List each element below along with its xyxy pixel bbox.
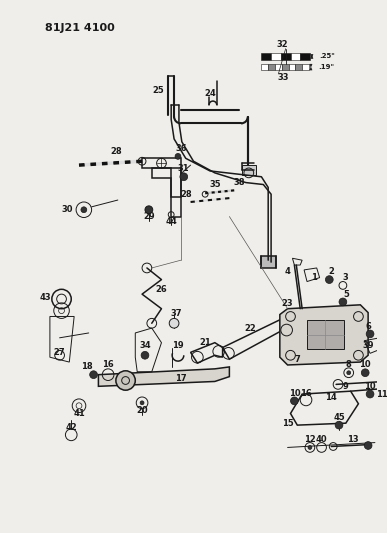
Text: 43: 43 (39, 293, 51, 302)
Text: 13: 13 (347, 435, 358, 444)
Text: 16: 16 (102, 360, 114, 369)
Circle shape (308, 446, 312, 449)
Bar (282, 64, 289, 70)
Text: 10: 10 (364, 382, 376, 391)
Text: 14: 14 (325, 393, 337, 402)
Text: 1: 1 (311, 273, 317, 282)
Text: 31: 31 (178, 165, 190, 174)
Text: 28: 28 (110, 147, 122, 156)
Text: 6: 6 (365, 322, 371, 330)
Text: 36: 36 (175, 144, 187, 153)
Text: 20: 20 (136, 406, 148, 415)
Text: 16: 16 (300, 389, 312, 398)
Circle shape (180, 173, 188, 181)
Circle shape (169, 318, 179, 328)
Circle shape (366, 330, 374, 338)
Bar (281, 53, 291, 60)
Circle shape (291, 397, 298, 405)
Bar (261, 64, 268, 70)
Text: 30: 30 (62, 205, 73, 214)
Text: 23: 23 (282, 300, 293, 309)
Text: 37: 37 (170, 309, 182, 318)
Text: 42: 42 (65, 423, 77, 432)
Circle shape (90, 371, 98, 378)
Bar (300, 53, 310, 60)
Text: 25: 25 (153, 86, 164, 95)
Circle shape (175, 154, 181, 159)
Text: 24: 24 (204, 89, 216, 98)
Circle shape (335, 421, 343, 429)
Circle shape (339, 298, 347, 306)
Polygon shape (98, 367, 229, 386)
Bar (291, 53, 300, 60)
Text: 2: 2 (328, 268, 334, 276)
Text: 44: 44 (165, 217, 177, 226)
Text: 9: 9 (343, 382, 349, 391)
Text: 4: 4 (285, 268, 291, 276)
Text: 10: 10 (289, 389, 300, 398)
Bar (275, 64, 282, 70)
Circle shape (361, 369, 369, 377)
Text: 29: 29 (143, 212, 155, 221)
Circle shape (116, 371, 135, 390)
Text: 39: 39 (362, 341, 374, 350)
Circle shape (81, 207, 87, 213)
Text: 7: 7 (295, 354, 300, 364)
Bar (289, 64, 295, 70)
Text: 3: 3 (343, 273, 349, 282)
Text: 12: 12 (304, 435, 316, 444)
Text: 40: 40 (316, 435, 327, 444)
Text: 5: 5 (343, 289, 349, 298)
Polygon shape (280, 305, 368, 365)
Text: 17: 17 (175, 374, 187, 383)
Text: 35: 35 (209, 180, 221, 189)
Text: 33: 33 (277, 74, 288, 82)
Circle shape (325, 276, 333, 284)
Bar (295, 64, 302, 70)
Text: 15: 15 (282, 419, 293, 427)
Text: 26: 26 (156, 285, 167, 294)
Bar (268, 64, 275, 70)
Circle shape (141, 351, 149, 359)
Text: 32: 32 (277, 41, 289, 50)
Text: 28: 28 (180, 190, 192, 199)
Text: 19: 19 (172, 341, 184, 350)
Bar (261, 256, 276, 268)
Text: 22: 22 (244, 324, 256, 333)
Circle shape (364, 442, 372, 449)
Bar (242, 165, 255, 175)
Circle shape (366, 390, 374, 398)
Text: 18: 18 (81, 362, 92, 372)
Text: 21: 21 (199, 338, 211, 347)
Bar (307, 320, 344, 350)
Text: .25": .25" (320, 53, 336, 60)
Text: 38: 38 (233, 178, 245, 187)
Text: 27: 27 (54, 348, 65, 357)
Text: 34: 34 (139, 341, 151, 350)
Text: 81J21 4100: 81J21 4100 (45, 23, 115, 34)
Circle shape (347, 371, 351, 375)
Circle shape (140, 401, 144, 405)
Bar (261, 53, 271, 60)
Text: 11: 11 (376, 390, 387, 399)
Text: .19": .19" (319, 64, 335, 70)
Text: 8: 8 (346, 360, 352, 369)
Text: 45: 45 (333, 413, 345, 422)
Bar (271, 53, 281, 60)
Bar (302, 64, 309, 70)
Text: 10: 10 (360, 360, 371, 369)
Circle shape (145, 206, 153, 214)
Text: 41: 41 (73, 409, 85, 418)
